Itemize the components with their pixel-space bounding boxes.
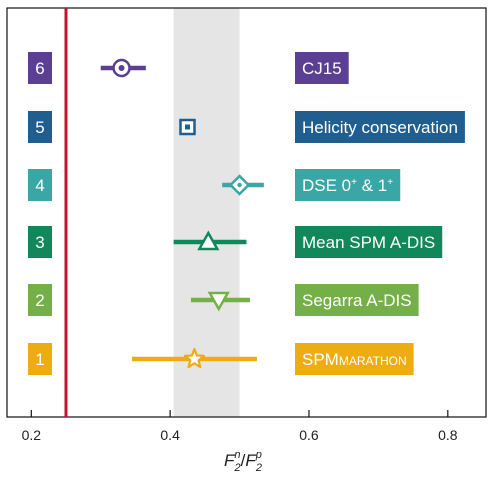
data-row-3: 3 Mean SPM A-DIS [28,226,443,258]
row-label-box [295,169,401,201]
row-label-box [295,226,443,258]
row-label-box [295,111,465,143]
row-number: 2 [35,291,44,310]
row-label-part: Segarra A-DIS [302,291,412,310]
marker-triangle-down [207,291,230,312]
xlabel-base2: F [245,451,257,470]
x-tick-label: 0.2 [22,427,42,443]
row-label-part: & 1 [357,176,387,195]
marker-triangle-up [197,230,220,251]
xlabel-sep: / [241,451,246,470]
row-label: SPMMARATHON [302,350,407,369]
row-label-part: DSE 0 [302,176,351,195]
marker-dot [237,182,242,188]
row-label-part: Helicity conservation [302,118,458,137]
row-number: 6 [35,59,44,78]
row-number-box [28,169,52,201]
row-label: DSE 0+ & 1+ [302,176,393,195]
xlabel-sup2: p [255,449,262,461]
row-label-box [295,343,414,375]
row-number-box [28,111,52,143]
row-label: Segarra A-DIS [302,291,412,310]
xlabel-sub1: 2 [234,462,241,474]
xlabel-sub2: 2 [255,462,262,474]
x-tick-label: 0.8 [438,427,458,443]
shaded-band [173,8,240,417]
row-label-part: SPM [302,350,339,369]
x-tick-label: 0.6 [299,427,319,443]
data-row-5: 5 Helicity conservation [28,111,465,143]
marker-dot [184,124,190,130]
row-label-part: Mean SPM A-DIS [302,233,435,252]
marker-star [183,347,206,369]
row-number-box [28,226,52,258]
row-label-box [295,284,419,316]
row-number-box [28,343,52,375]
data-row-1: 1 SPMMARATHON [28,343,414,375]
row-label: Mean SPM A-DIS [302,233,435,252]
plot-frame [6,7,487,418]
row-number-box [28,52,52,84]
xlabel-sup1: n [234,449,240,461]
row-label-box [295,52,349,84]
row-number: 1 [35,350,44,369]
data-row-6: 6 CJ15 [28,52,349,84]
data-row-2: 2 Segarra A-DIS [28,284,419,316]
row-number: 4 [35,176,44,195]
x-tick-label: 0.4 [160,427,180,443]
data-row-4: 4 DSE 0+ & 1+ [28,169,401,201]
row-label: CJ15 [302,59,342,78]
row-label: Helicity conservation [302,118,458,137]
xlabel-base: F [224,451,236,470]
row-label-part: + [351,177,357,188]
row-number-box [28,284,52,316]
x-axis-label: Fn 2/Fp 2 [224,449,262,474]
row-label-part: MARATHON [339,354,407,368]
row-label-part: CJ15 [302,59,342,78]
row-number: 5 [35,118,44,137]
row-label-part: + [387,177,393,188]
marker-dot [118,65,125,71]
row-number: 3 [35,233,44,252]
